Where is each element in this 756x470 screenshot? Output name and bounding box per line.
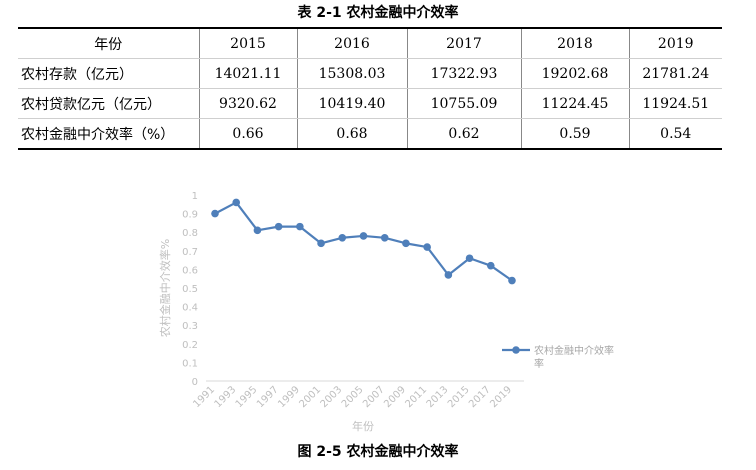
table-cell: 10755.09 <box>407 88 522 119</box>
data-point <box>380 233 389 242</box>
table-row: 农村贷款亿元（亿元） 9320.62 10419.40 10755.09 112… <box>18 88 722 119</box>
y-tick-label: 0.4 <box>182 303 198 314</box>
header-cell: 2017 <box>407 27 522 59</box>
y-tick-label: 0.3 <box>182 321 198 332</box>
legend-marker <box>512 346 520 354</box>
x-tick-label: 2007 <box>361 384 387 410</box>
efficiency-line-chart: 0 0.1 0.2 0.3 0.4 0.5 0.6 0.7 0.8 0.9 1 1991 1993 199… <box>140 180 620 435</box>
x-tick-label: 2011 <box>403 384 429 410</box>
x-tick-label: 2001 <box>297 384 323 410</box>
x-tick-label: 1993 <box>213 384 239 410</box>
table-cell: 14021.11 <box>199 58 298 89</box>
y-axis-title: 农村金融中介效率% <box>158 239 172 337</box>
table-cell: 21781.24 <box>629 58 722 89</box>
data-point <box>232 198 241 207</box>
x-tick-label: 1999 <box>276 384 302 410</box>
table-row: 农村存款（亿元） 14021.11 15308.03 17322.93 1920… <box>18 58 722 89</box>
header-cell: 2015 <box>199 27 298 59</box>
data-point <box>274 222 283 231</box>
x-tick-label: 2003 <box>319 384 345 410</box>
header-cell: 2018 <box>521 27 630 59</box>
table-cell: 0.66 <box>199 118 298 150</box>
data-point <box>211 209 219 218</box>
y-tick-label: 0.1 <box>182 358 198 369</box>
row-label: 农村贷款亿元（亿元） <box>18 88 200 119</box>
table-cell: 19202.68 <box>521 58 630 89</box>
x-tick-label: 1995 <box>234 384 260 410</box>
data-point <box>359 232 368 240</box>
table-title: 表 2-1 农村金融中介效率 <box>297 5 459 21</box>
table-header-row: 年份 2015 2016 2017 2018 2019 <box>18 27 722 59</box>
table-cell: 0.54 <box>629 118 722 150</box>
data-point <box>508 276 516 285</box>
data-point <box>465 254 474 263</box>
legend-label: 农村金融中介效率 <box>534 344 614 357</box>
data-point <box>402 239 410 248</box>
header-cell: 2016 <box>297 27 408 59</box>
y-tick-label: 0.5 <box>182 284 198 295</box>
header-cell: 年份 <box>18 27 200 59</box>
x-tick-label: 2017 <box>467 384 493 410</box>
efficiency-table: 年份 2015 2016 2017 2018 2019 农村存款（亿元） 140… <box>18 27 722 150</box>
table-cell: 0.62 <box>407 118 522 150</box>
header-cell: 2019 <box>629 27 722 59</box>
x-tick-label: 2015 <box>446 384 472 410</box>
data-point <box>317 239 325 248</box>
table-cell: 0.68 <box>297 118 408 150</box>
data-point <box>253 226 262 235</box>
table-cell: 11924.51 <box>629 88 722 119</box>
data-point <box>296 222 304 231</box>
data-point <box>338 233 347 242</box>
y-tick-label: 0.7 <box>182 247 198 258</box>
y-tick-label: 0.9 <box>182 210 198 221</box>
y-tick-label: 0.8 <box>182 228 198 239</box>
data-point <box>486 261 495 270</box>
table-cell: 10419.40 <box>297 88 408 119</box>
x-axis-title: 年份 <box>352 419 374 433</box>
x-tick-label: 2009 <box>382 384 408 410</box>
x-tick-label: 2019 <box>488 384 514 410</box>
y-tick-label: 0 <box>192 377 198 388</box>
row-label: 农村存款（亿元） <box>18 58 200 89</box>
y-tick-label: 0.6 <box>182 265 198 276</box>
figure-caption: 图 2-5 农村金融中介效率 <box>297 444 459 460</box>
y-tick-label: 1 <box>192 191 198 202</box>
line-chart-svg: 00.10.20.30.40.50.60.70.80.9119911993199… <box>158 191 614 433</box>
data-point <box>423 243 431 251</box>
table-cell: 0.59 <box>521 118 630 150</box>
y-tick-label: 0.2 <box>182 340 198 351</box>
series-line <box>214 201 513 282</box>
legend-label-wrap: 率 <box>534 357 544 370</box>
x-tick-label: 2005 <box>340 384 366 410</box>
table-cell: 15308.03 <box>297 58 408 89</box>
row-label: 农村金融中介效率（%） <box>18 118 200 150</box>
table-row: 农村金融中介效率（%） 0.66 0.68 0.62 0.59 0.54 <box>18 118 722 150</box>
table-cell: 9320.62 <box>199 88 298 119</box>
table-cell: 11224.45 <box>521 88 630 119</box>
x-tick-label: 1997 <box>255 384 281 410</box>
table-cell: 17322.93 <box>407 58 522 89</box>
x-tick-label: 2013 <box>425 384 451 410</box>
x-tick-label: 1991 <box>191 384 217 410</box>
data-point <box>444 271 453 279</box>
